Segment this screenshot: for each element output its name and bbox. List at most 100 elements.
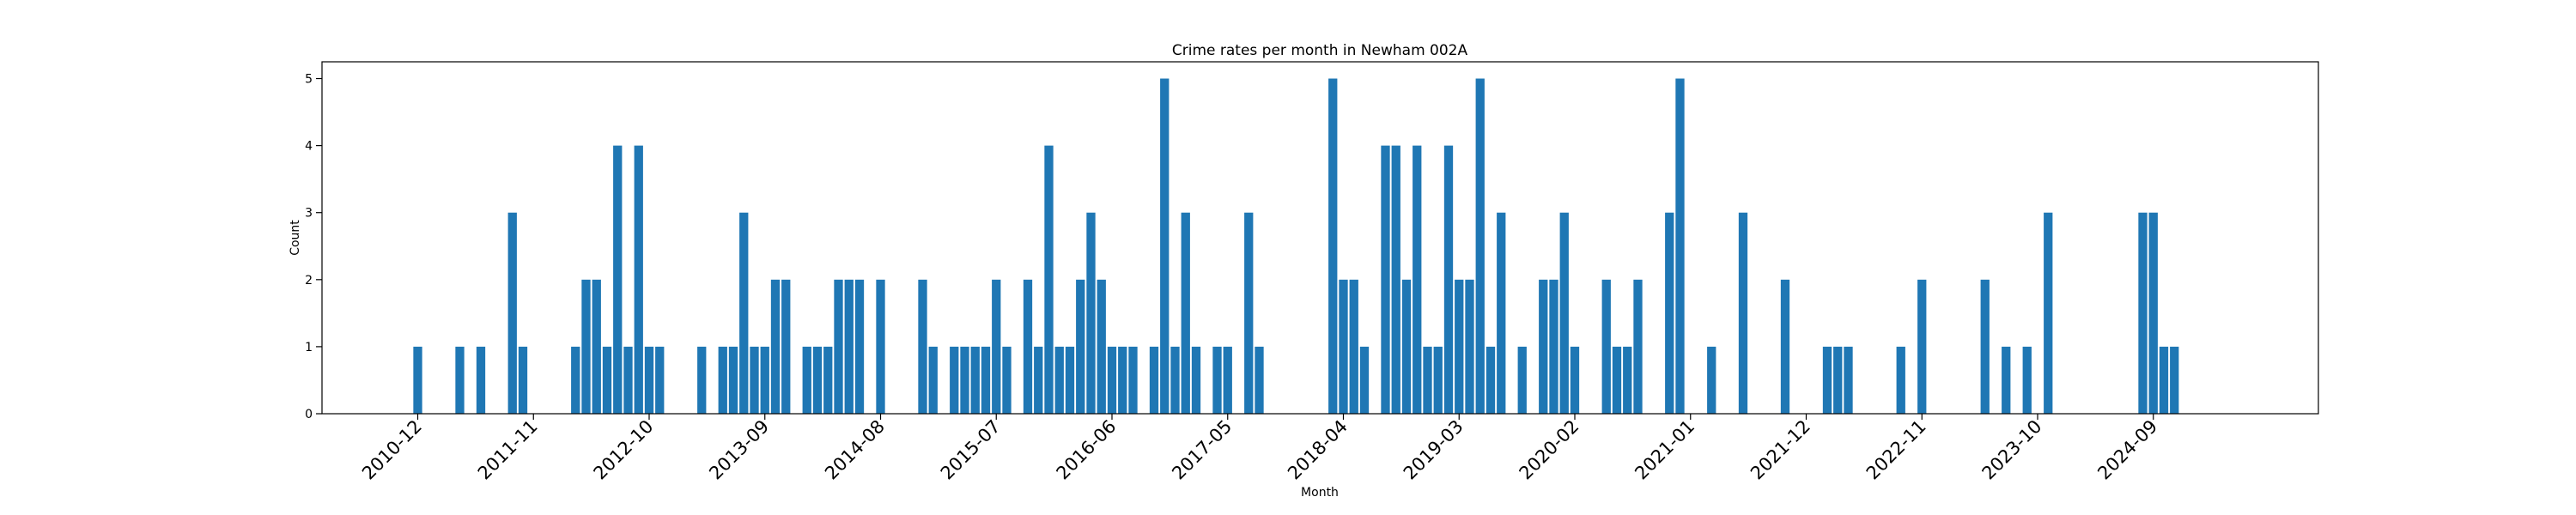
bar-2014-05: [844, 279, 854, 414]
bar-2020-12: [1675, 78, 1685, 415]
bar-2023-05: [1980, 279, 1990, 414]
bar-2024-11: [2170, 346, 2179, 414]
bar-2013-11: [781, 279, 791, 414]
bar-2011-06: [476, 346, 486, 414]
y-axis: 0 1 2 3 4 5: [305, 73, 322, 421]
bar-2019-07: [1497, 212, 1506, 414]
bar-2018-11: [1413, 145, 1422, 414]
bar-2019-05: [1475, 78, 1485, 415]
bar-2019-06: [1485, 346, 1496, 414]
bar-2011-09: [507, 212, 517, 414]
bar-2018-09: [1391, 145, 1400, 414]
bar-2019-02: [1443, 145, 1454, 414]
bar-2016-08: [1128, 346, 1138, 414]
bar-2016-01: [1054, 346, 1064, 414]
bar-2019-01: [1433, 346, 1443, 414]
bar-2013-03: [697, 346, 707, 414]
bar-2012-04: [581, 279, 591, 414]
bar-2018-05: [1349, 279, 1358, 414]
bar-2018-03: [1328, 78, 1338, 415]
bar-2019-04: [1465, 279, 1474, 414]
bar-2016-05: [1097, 279, 1106, 414]
bar-2013-09: [760, 346, 769, 414]
y-tick-label-3: 3: [305, 207, 313, 221]
bar-2015-01: [928, 346, 938, 414]
bar-2015-04: [960, 346, 969, 414]
bar-2022-11: [1917, 279, 1927, 414]
bar-2016-11: [1160, 78, 1170, 415]
bar-2021-03: [1707, 346, 1716, 414]
bar-2016-03: [1076, 279, 1085, 414]
bar-2015-10: [1023, 279, 1033, 414]
bar-2021-06: [1738, 212, 1748, 414]
bar-2020-07: [1623, 346, 1632, 414]
bar-2014-01: [802, 346, 811, 414]
bar-2019-12: [1549, 279, 1558, 414]
bar-2018-12: [1423, 346, 1432, 414]
bar-2015-05: [970, 346, 980, 414]
bar-2020-05: [1601, 279, 1611, 414]
bar-2012-07: [613, 145, 623, 414]
y-tick-label-0: 0: [305, 408, 313, 421]
bar-2020-08: [1633, 279, 1643, 414]
bar-2014-08: [876, 279, 885, 414]
bar-2016-12: [1170, 346, 1180, 414]
bar-2015-07: [992, 279, 1001, 414]
y-tick-label-5: 5: [305, 73, 313, 87]
plot-frame: [321, 61, 2319, 415]
chart-title: Crime rates per month in Newham 002A: [1172, 42, 1468, 59]
bar-2018-06: [1359, 346, 1370, 414]
bar-2013-05: [718, 346, 727, 414]
bar-2020-02: [1570, 346, 1580, 414]
bar-2015-08: [1002, 346, 1012, 414]
bar-2013-06: [728, 346, 738, 414]
bar-2012-08: [623, 346, 633, 414]
bar-2019-11: [1539, 279, 1548, 414]
bar-2012-06: [602, 346, 612, 414]
x-axis-label: Month: [1301, 486, 1339, 500]
bar-2017-02: [1191, 346, 1201, 414]
bar-2022-04: [1844, 346, 1853, 414]
bar-2014-06: [854, 279, 865, 414]
bar-2014-03: [823, 346, 833, 414]
bar-2011-10: [518, 346, 528, 414]
bar-2022-09: [1896, 346, 1905, 414]
bar-2021-10: [1780, 279, 1790, 414]
bar-2022-02: [1822, 346, 1832, 414]
bar-2017-08: [1255, 346, 1264, 414]
bar-2011-04: [455, 346, 465, 414]
bar-2016-02: [1065, 346, 1075, 414]
bar-2012-09: [634, 145, 643, 414]
bar-2012-03: [571, 346, 580, 414]
bar-2012-11: [655, 346, 665, 414]
bar-2019-03: [1455, 279, 1464, 414]
bar-2023-07: [2002, 346, 2011, 414]
bar-2020-11: [1665, 212, 1674, 414]
bar-2023-11: [2044, 212, 2053, 414]
bar-2010-12: [413, 346, 422, 414]
bar-2016-06: [1107, 346, 1117, 414]
y-tick-label-2: 2: [305, 274, 313, 288]
bar-2020-06: [1612, 346, 1622, 414]
bar-2020-01: [1559, 212, 1569, 414]
bar-2015-03: [950, 346, 959, 414]
bar-2024-09: [2148, 212, 2158, 414]
bar-2012-05: [592, 279, 601, 414]
bar-2024-10: [2159, 346, 2169, 414]
bar-2016-07: [1118, 346, 1127, 414]
bar-2017-05: [1223, 346, 1232, 414]
bar-series: [413, 78, 2179, 415]
bar-2023-09: [2022, 346, 2032, 414]
bar-2018-10: [1401, 279, 1412, 414]
bar-2024-08: [2138, 212, 2148, 414]
bar-2012-10: [644, 346, 654, 414]
bar-2016-10: [1149, 346, 1159, 414]
bar-2019-09: [1517, 346, 1527, 414]
y-tick-label-4: 4: [305, 140, 313, 154]
bar-2017-07: [1244, 212, 1254, 414]
bar-2017-01: [1181, 212, 1190, 414]
bar-2018-08: [1381, 145, 1390, 414]
bar-2013-07: [739, 212, 749, 414]
y-axis-label: Count: [289, 220, 302, 256]
